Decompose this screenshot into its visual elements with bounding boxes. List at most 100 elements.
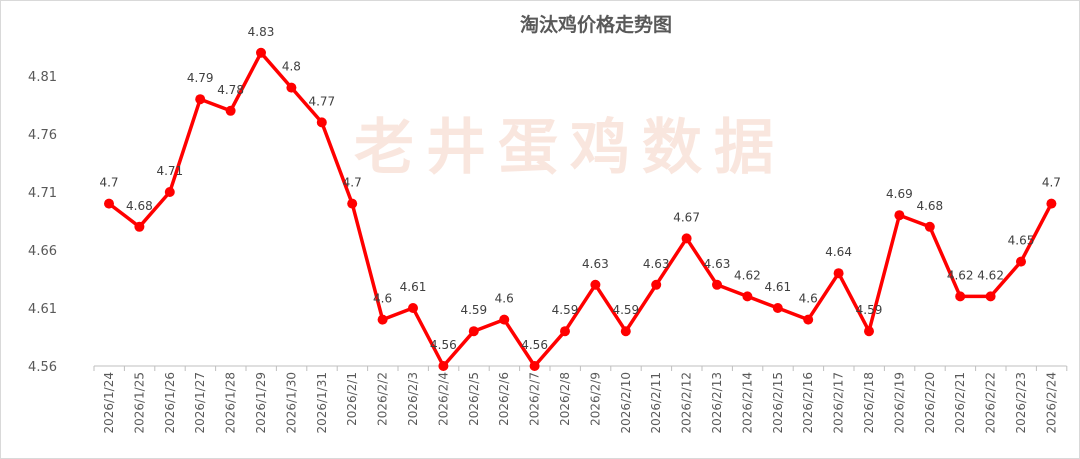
x-tick-label: 2026/2/24 [1044, 372, 1058, 434]
data-label: 4.6 [799, 292, 818, 306]
x-tick-label: 2026/2/13 [710, 372, 724, 434]
data-point [347, 198, 358, 209]
data-point [408, 303, 418, 313]
data-point [742, 291, 753, 302]
data-label: 4.61 [764, 280, 791, 294]
x-tick-label: 2026/2/10 [619, 372, 633, 434]
x-tick-label: 2026/2/6 [497, 372, 511, 426]
data-point [803, 314, 814, 325]
data-point [499, 314, 510, 325]
x-tick-label: 2026/2/21 [953, 372, 967, 434]
data-label: 4.59 [856, 303, 883, 317]
data-point [894, 210, 905, 221]
x-tick-label: 2026/1/30 [284, 372, 298, 434]
data-point [560, 326, 570, 337]
x-tick-label: 2026/2/2 [376, 372, 390, 426]
data-point [468, 326, 479, 337]
x-tick-label: 2026/2/11 [649, 372, 663, 434]
data-point [377, 314, 388, 325]
x-tick-label: 2026/2/1 [345, 372, 359, 426]
chart-title: 淘汰鸡价格走势图 [520, 13, 672, 36]
data-point [104, 198, 114, 209]
data-label: 4.59 [612, 303, 639, 317]
data-label: 4.67 [673, 210, 700, 224]
axes: 4.56 4.61 4.66 4.71 4.76 4.81 2026/1/24 2026/1/… [28, 70, 1068, 434]
data-label: 4.63 [704, 257, 731, 271]
data-label: 4.59 [460, 303, 487, 317]
data-label: 4.64 [825, 245, 852, 259]
x-tick-label: 2026/2/5 [467, 372, 481, 426]
data-label: 4.63 [582, 257, 609, 271]
x-tick-label: 2026/2/3 [406, 372, 420, 426]
x-tick-label: 2026/2/12 [680, 372, 694, 434]
data-label: 4.6 [495, 292, 514, 306]
y-tick-label: 4.61 [28, 302, 57, 317]
data-labels: 4.7 4.68 4.71 4.794.78 4.83 4.8 4.77 4.7 4.6 4.61… [99, 25, 1060, 352]
data-point [316, 117, 327, 128]
x-tick-label: 2026/2/20 [923, 372, 937, 434]
data-point [1046, 198, 1057, 209]
data-point [164, 187, 175, 197]
data-label: 4.56 [430, 338, 457, 352]
x-tick-label: 2026/1/27 [193, 372, 207, 434]
series-line [107, 51, 1053, 368]
watermark-text: 老井蛋鸡数据 [354, 113, 786, 183]
y-tick-label: 4.56 [28, 360, 57, 375]
data-point [286, 82, 297, 93]
data-point [256, 47, 266, 58]
x-tick-label: 2026/2/23 [1014, 372, 1028, 434]
x-tick-label: 2026/1/31 [315, 372, 329, 434]
data-label: 4.6 [373, 292, 392, 306]
data-label: 4.71 [156, 164, 183, 178]
x-tick-label: 2026/1/29 [254, 372, 268, 434]
data-label: 4.83 [248, 25, 275, 39]
data-label: 4.65 [1008, 234, 1035, 248]
data-label: 4.69 [886, 187, 913, 201]
data-point [590, 279, 601, 290]
x-tick-label: 2026/2/16 [801, 372, 815, 434]
data-label: 4.56 [521, 338, 548, 352]
data-point [195, 94, 206, 105]
x-tick-label: 2026/1/26 [163, 372, 177, 434]
x-tick-label: 2026/2/9 [588, 372, 602, 426]
x-tick-label: 2026/1/25 [132, 372, 146, 434]
data-label: 4.7 [1042, 176, 1061, 190]
x-tick-label: 2026/2/14 [740, 372, 754, 434]
data-point [681, 233, 692, 244]
data-label: 4.59 [552, 303, 579, 317]
data-point [924, 221, 935, 232]
x-tick-label: 2026/2/17 [832, 372, 846, 434]
data-label: 4.68 [126, 199, 153, 213]
data-label: 4.8 [282, 60, 301, 74]
data-point [955, 291, 966, 302]
x-tick-label: 2026/1/28 [224, 372, 238, 434]
x-tick-label: 2026/2/8 [558, 372, 572, 426]
data-point [833, 268, 844, 279]
data-label: 4.7 [343, 176, 362, 190]
data-label: 4.61 [400, 280, 427, 294]
y-tick-label: 4.76 [28, 128, 57, 143]
data-label: 4.68 [916, 199, 943, 213]
data-label: 4.62 [977, 268, 1004, 282]
data-label: 4.78 [217, 83, 244, 97]
data-point [529, 361, 540, 371]
data-label: 4.62 [947, 268, 974, 282]
series-price [104, 47, 1057, 371]
x-tick-label: 2026/2/15 [771, 372, 785, 434]
data-label: 4.77 [308, 94, 335, 108]
data-point [225, 105, 236, 116]
data-point [772, 303, 783, 313]
data-point [1016, 256, 1026, 267]
data-label: 4.62 [734, 268, 761, 282]
x-tick-label: 2026/2/18 [862, 372, 876, 434]
data-point [438, 361, 449, 371]
x-tick-label: 2026/2/7 [528, 372, 542, 426]
x-tick-label: 2026/1/24 [102, 372, 116, 434]
data-point [651, 279, 662, 290]
y-tick-label: 4.66 [28, 244, 57, 259]
data-point [985, 291, 996, 302]
data-point [712, 279, 722, 290]
x-tick-label: 2026/2/22 [984, 372, 998, 434]
